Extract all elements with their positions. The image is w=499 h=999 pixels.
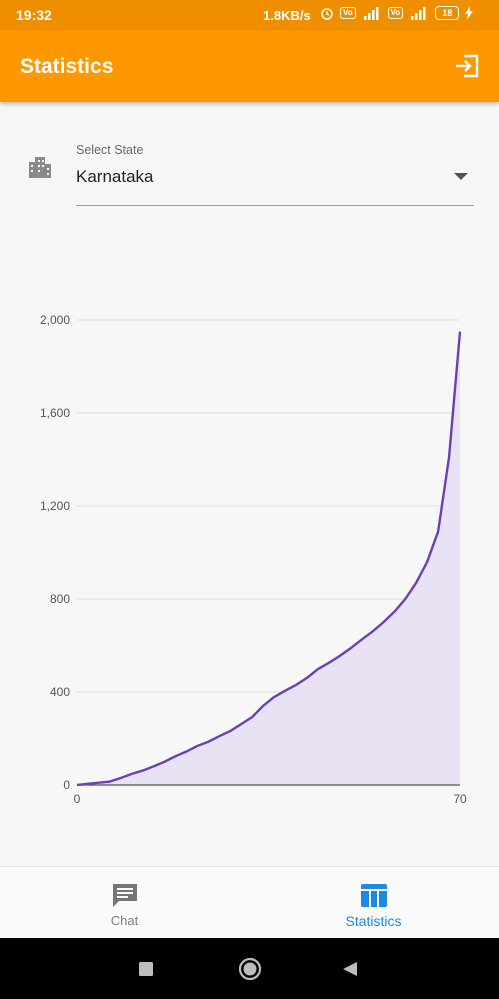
- nav-label-statistics: Statistics: [345, 913, 402, 929]
- y-tick-label: 0: [63, 778, 70, 792]
- dropdown-arrow-icon[interactable]: [454, 173, 468, 180]
- y-tick-label: 800: [50, 592, 70, 606]
- signal-4g-icon: [363, 7, 379, 20]
- series-line: [76, 331, 462, 787]
- statistics-icon: [360, 884, 387, 907]
- battery-icon: 18: [435, 6, 460, 20]
- bottom-navigation: Chat Statistics: [0, 866, 499, 939]
- y-tick-label: 400: [50, 685, 70, 699]
- area-fill: [77, 331, 460, 785]
- status-icons: Vo Vo 18: [320, 6, 474, 20]
- home-icon[interactable]: [238, 957, 262, 981]
- cases-area-chart: 0 400 800 1,200 1,600 2,000 0 70: [40, 313, 467, 806]
- back-icon[interactable]: [342, 961, 358, 977]
- state-select-label: Select State: [76, 143, 144, 157]
- network-speed: 1.8KB/s: [263, 8, 311, 23]
- app-bar: Statistics: [0, 30, 499, 102]
- state-dropdown[interactable]: Select State Karnataka: [76, 143, 474, 206]
- chat-icon: [112, 884, 137, 907]
- y-tick-label: 1,200: [40, 499, 70, 513]
- status-time: 19:32: [16, 7, 52, 23]
- y-tick-label: 2,000: [40, 313, 70, 327]
- y-tick-label: 1,600: [40, 406, 70, 420]
- x-tick-label: 70: [453, 792, 467, 806]
- state-select-value: Karnataka: [76, 167, 154, 186]
- volte-icon: Vo: [340, 7, 356, 19]
- alarm-icon: [321, 8, 333, 20]
- nav-label-chat: Chat: [110, 913, 139, 928]
- page-title: Statistics: [20, 55, 114, 78]
- building-icon: [29, 157, 51, 178]
- nav-item-chat[interactable]: Chat: [0, 867, 249, 939]
- volte-icon: Vo: [387, 7, 404, 19]
- nav-item-statistics[interactable]: Statistics: [249, 867, 498, 939]
- logout-icon[interactable]: [453, 52, 481, 80]
- system-navigation-bar: [0, 938, 499, 999]
- recents-icon[interactable]: [139, 962, 153, 976]
- charging-icon: [465, 6, 474, 20]
- x-tick-label: 0: [74, 792, 81, 806]
- signal-icon: [411, 7, 426, 20]
- status-bar: 19:32 1.8KB/s Vo Vo 18: [0, 0, 499, 30]
